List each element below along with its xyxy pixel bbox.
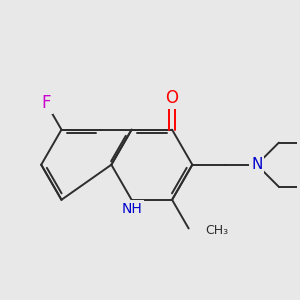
Text: O: O bbox=[166, 89, 178, 107]
Text: CH₃: CH₃ bbox=[205, 224, 228, 237]
Text: N: N bbox=[251, 157, 262, 172]
Text: NH: NH bbox=[121, 202, 142, 216]
Text: F: F bbox=[41, 94, 51, 112]
